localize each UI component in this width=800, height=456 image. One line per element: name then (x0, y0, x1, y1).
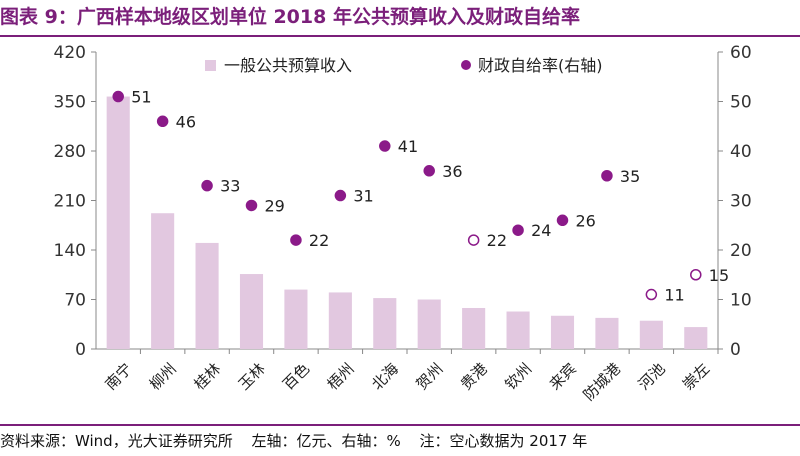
bar (462, 307, 486, 349)
dot-hollow (645, 288, 658, 301)
footer: 资料来源：Wind，光大证券研究所 左轴：亿元、右轴：% 注：空心数据为 201… (0, 427, 800, 455)
dot-value-label: 24 (531, 221, 551, 240)
dot (290, 234, 302, 246)
bar (373, 298, 397, 349)
dot (512, 224, 524, 236)
dot-value-label: 15 (709, 266, 729, 285)
legend: 一般公共预算收入 财政自给率(右轴) (205, 56, 603, 75)
dot-value-label: 22 (487, 231, 507, 250)
hollow-note: 注：空心数据为 2017 年 (419, 432, 588, 450)
axes-note: 左轴：亿元、右轴：% (251, 432, 401, 450)
dot (556, 214, 569, 227)
dot-value-label: 33 (220, 177, 240, 196)
dot (245, 199, 258, 212)
category-label: 贵港 (457, 360, 491, 394)
legend-bar-swatch (205, 60, 216, 71)
left-tick-label: 350 (54, 93, 86, 113)
dot-value-label: 11 (664, 286, 684, 305)
footer-rule (0, 424, 800, 426)
category-label: 南宁 (102, 360, 136, 394)
bar-series (106, 96, 708, 349)
dot-series (112, 90, 702, 301)
chart-title: 图表 9：广西样本地级区划单位 2018 年公共预算收入及财政自给率 (0, 6, 580, 28)
bar (684, 327, 708, 349)
dot-value-label: 35 (620, 167, 640, 186)
category-label: 来宾 (546, 360, 580, 394)
category-label: 梧州 (324, 360, 358, 394)
left-tick-label: 70 (64, 291, 86, 311)
right-tick-label: 40 (730, 142, 752, 162)
right-tick-label: 10 (730, 291, 752, 311)
left-tick-label: 420 (54, 43, 86, 63)
category-label: 贺州 (413, 360, 447, 394)
right-tick-label: 20 (730, 241, 752, 261)
bar (506, 311, 530, 349)
dot (601, 170, 613, 182)
dot-hollow (467, 234, 480, 246)
right-tick-label: 60 (730, 43, 752, 63)
legend-dot-label: 财政自给率(右轴) (478, 56, 603, 75)
dot-value-label: 26 (576, 211, 596, 230)
category-label: 北海 (368, 360, 402, 394)
right-tick-label: 30 (730, 192, 752, 212)
category-label: 玉林 (235, 360, 269, 394)
legend-dot-swatch (461, 60, 471, 70)
bar (284, 289, 308, 349)
bar (328, 292, 352, 349)
axes-frame (95, 52, 719, 350)
dot (334, 189, 347, 202)
bar (151, 213, 175, 349)
dot-value-label: 22 (309, 231, 329, 250)
category-label: 柳州 (146, 360, 180, 394)
dot-value-label: 46 (176, 112, 196, 131)
dot-value-label: 41 (398, 137, 418, 156)
source-note: 资料来源：Wind，光大证券研究所 (0, 432, 233, 450)
dot (112, 90, 124, 103)
left-tick-label: 140 (54, 241, 86, 261)
data-labels: 51 46 33 29 22 31 41 36 22 24 26 35 11 15 (131, 88, 729, 305)
bar-dot-chart: 51 46 33 29 22 31 41 36 22 24 26 35 11 15 0 70 140 210 28… (54, 43, 752, 405)
bar (239, 274, 264, 349)
bar (417, 299, 441, 349)
dot-hollow (690, 269, 702, 281)
category-label: 崇左 (679, 360, 713, 394)
bar (550, 315, 575, 349)
dot (156, 115, 169, 128)
right-tick-label: 0 (730, 340, 741, 360)
category-label: 钦州 (501, 360, 535, 394)
category-label: 河池 (635, 360, 669, 394)
category-label: 桂林 (190, 360, 224, 394)
dot (201, 179, 213, 192)
right-tick-label: 50 (730, 93, 752, 113)
left-tick-label: 0 (75, 340, 86, 360)
title-rule (0, 35, 800, 37)
left-tick-label: 280 (54, 142, 86, 162)
bar (595, 317, 619, 349)
legend-bar-label: 一般公共预算收入 (224, 56, 352, 75)
left-tick-label: 210 (54, 192, 86, 212)
category-label: 防城港 (580, 360, 625, 405)
bar (639, 320, 663, 349)
dot-value-label: 29 (265, 196, 285, 215)
dot (423, 165, 435, 177)
bar (195, 242, 219, 349)
dot-value-label: 36 (442, 162, 462, 181)
bar (106, 96, 130, 349)
dot (379, 140, 391, 152)
dot-value-label: 31 (353, 187, 373, 206)
dot-value-label: 51 (131, 88, 151, 107)
category-label: 百色 (279, 360, 313, 394)
